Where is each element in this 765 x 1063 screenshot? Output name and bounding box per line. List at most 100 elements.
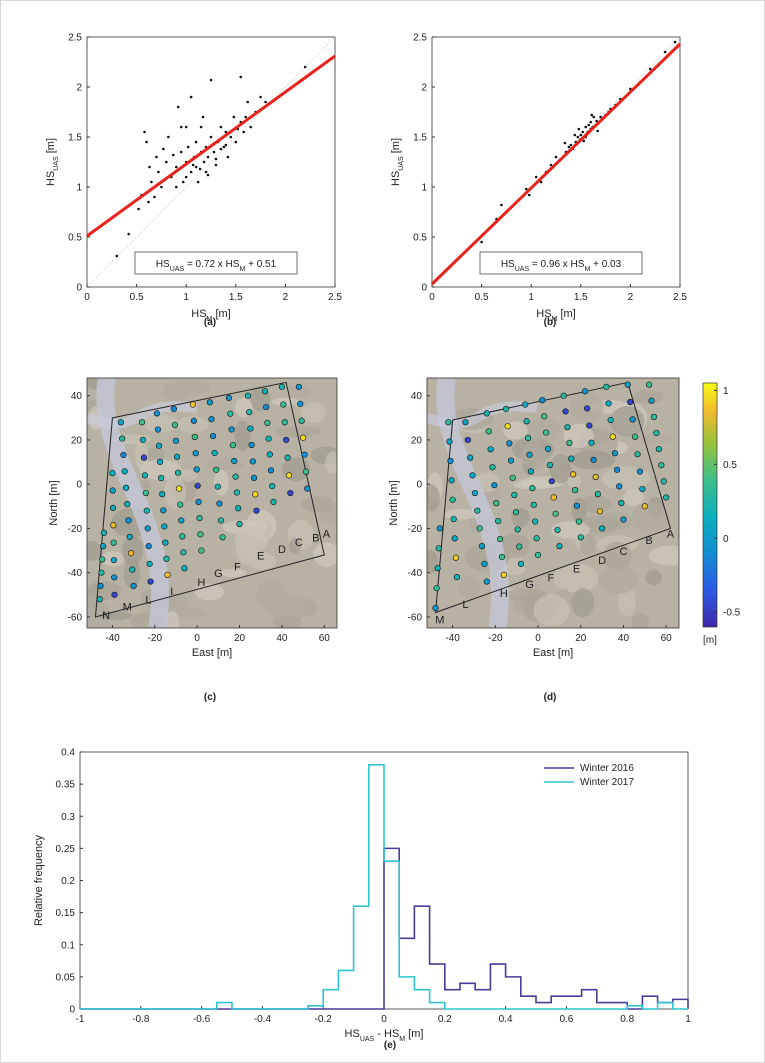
x-tick-label: 0	[194, 633, 200, 644]
panel-label-d: (d)	[544, 692, 557, 703]
survey-point	[171, 421, 179, 429]
data-point	[201, 115, 205, 119]
terrain-patch	[631, 612, 650, 628]
survey-point	[502, 405, 510, 413]
terrain-patch	[632, 389, 664, 404]
x-axis-label: East [m]	[533, 647, 573, 659]
survey-point	[206, 399, 213, 406]
survey-point	[170, 405, 177, 413]
x-tick-label: -40	[105, 633, 120, 644]
y-tick-label: 0.1	[61, 940, 75, 951]
survey-point	[629, 416, 636, 423]
survey-point	[141, 472, 149, 479]
survey-point	[97, 582, 104, 590]
data-point	[184, 125, 188, 129]
survey-point	[213, 466, 220, 473]
survey-point	[641, 503, 648, 510]
survey-point	[648, 397, 655, 404]
survey-point	[158, 474, 165, 482]
survey-point	[229, 442, 237, 449]
survey-point	[197, 531, 204, 538]
transect-label: C	[619, 546, 627, 558]
x-axis-label: East [m]	[192, 647, 232, 659]
survey-point	[248, 441, 255, 449]
survey-point	[98, 569, 105, 576]
survey-point	[281, 419, 288, 426]
terrain-patch	[579, 495, 612, 514]
transect-label: C	[295, 537, 303, 549]
x-tick-label: -0.4	[254, 1014, 272, 1025]
data-point	[229, 135, 233, 139]
transect-label: A	[667, 528, 675, 540]
terrain-patch	[648, 545, 679, 566]
x-tick-label: -0.8	[132, 1014, 150, 1025]
y-tick-label: 0.2	[61, 876, 75, 887]
survey-point	[491, 482, 498, 489]
terrain-patch	[204, 458, 245, 470]
terrain-patch	[602, 541, 632, 572]
equation-box	[479, 251, 643, 275]
survey-point	[130, 582, 137, 590]
survey-point	[522, 401, 529, 408]
survey-point	[435, 545, 442, 552]
survey-point	[173, 453, 181, 460]
survey-point	[139, 436, 147, 444]
survey-point	[99, 556, 106, 563]
survey-point	[297, 400, 304, 407]
data-point	[595, 119, 598, 123]
terrain-patch	[427, 484, 440, 512]
survey-point	[476, 525, 483, 532]
data-point	[592, 115, 595, 119]
survey-point	[176, 485, 183, 492]
y-tick-label: 2	[76, 83, 82, 94]
survey-point	[467, 454, 474, 461]
terrain-patch	[177, 469, 198, 482]
x-tick-label: 1	[685, 1014, 691, 1025]
survey-point	[564, 424, 571, 431]
survey-point	[624, 381, 631, 388]
x-tick-label: 40	[276, 633, 288, 644]
terrain-patch	[134, 441, 148, 470]
data-point	[172, 153, 175, 157]
survey-point	[530, 501, 537, 508]
data-point	[259, 95, 262, 99]
survey-point	[447, 457, 454, 465]
transect-label: B	[645, 535, 652, 547]
x-tick-label: 20	[575, 633, 587, 644]
terrain-patch	[87, 607, 110, 628]
terrain-patch	[549, 454, 572, 484]
survey-point	[175, 469, 182, 476]
x-tick-label: 0	[381, 1014, 387, 1025]
survey-point	[507, 457, 515, 464]
data-point	[239, 75, 243, 79]
terrain-patch	[567, 475, 582, 488]
survey-point	[577, 534, 584, 541]
survey-point	[562, 408, 569, 415]
data-point	[303, 65, 307, 69]
transect-label: H	[197, 577, 205, 589]
x-tick-label: 2	[628, 292, 634, 303]
survey-point	[194, 482, 201, 489]
survey-point	[495, 517, 502, 525]
survey-point	[550, 494, 557, 501]
colorbar-unit: [m]	[703, 635, 717, 646]
survey-point	[526, 451, 533, 458]
survey-point	[462, 419, 469, 426]
data-point	[224, 130, 228, 134]
terrain-patch	[552, 563, 599, 593]
survey-point	[453, 574, 460, 581]
survey-point	[570, 471, 577, 478]
transect-label: F	[234, 561, 241, 573]
survey-point	[121, 468, 128, 475]
colorbar-tick-label: 0	[723, 534, 729, 545]
y-tick-label: -20	[408, 524, 423, 535]
transect-label: D	[278, 544, 286, 556]
terrain-patch	[163, 477, 187, 509]
y-tick-label: -40	[408, 568, 423, 579]
survey-point	[154, 426, 162, 433]
terrain-patch	[176, 416, 209, 433]
y-tick-label: 0	[69, 1005, 75, 1016]
data-point	[153, 195, 156, 199]
survey-point	[560, 392, 567, 399]
y-tick-label: 20	[71, 435, 83, 446]
